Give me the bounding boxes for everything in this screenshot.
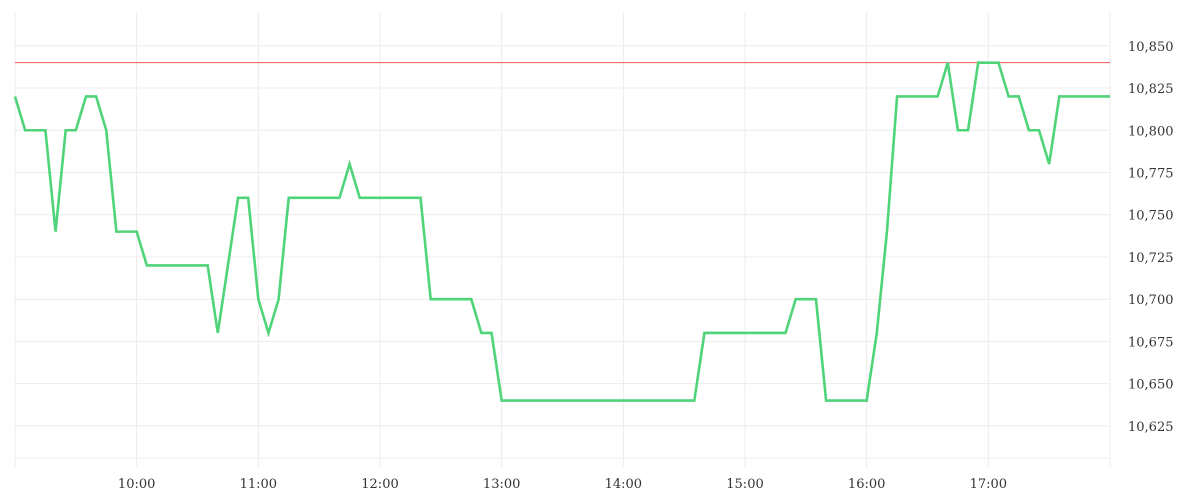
y-tick-label: 10,850 bbox=[1128, 40, 1174, 55]
vertical-gridlines bbox=[14, 12, 1111, 467]
y-tick-label: 10,725 bbox=[1128, 251, 1174, 266]
y-tick-label: 10,700 bbox=[1128, 293, 1174, 308]
y-tick-label: 10,750 bbox=[1128, 209, 1174, 224]
y-tick-label: 10,675 bbox=[1128, 335, 1174, 350]
y-axis-ticks: 10,625 10,650 10,675 10,700 10,725 10,750 10,7… bbox=[1128, 40, 1174, 435]
y-tick-label: 10,650 bbox=[1128, 378, 1174, 393]
x-axis-ticks: 10:00 11:00 12:00 13:00 14:00 15:00 16:00 17:00 bbox=[118, 477, 1007, 492]
x-tick-label: 16:00 bbox=[848, 477, 885, 492]
x-tick-label: 13:00 bbox=[483, 477, 520, 492]
y-tick-label: 10,825 bbox=[1128, 82, 1174, 97]
y-tick-label: 10,775 bbox=[1128, 166, 1174, 181]
price-series-line bbox=[13, 61, 1110, 402]
x-tick-label: 15:00 bbox=[726, 477, 763, 492]
x-tick-label: 17:00 bbox=[970, 477, 1007, 492]
x-tick-label: 11:00 bbox=[240, 477, 277, 492]
y-tick-label: 10,625 bbox=[1128, 420, 1174, 435]
horizontal-gridlines bbox=[15, 45, 1110, 459]
x-tick-label: 10:00 bbox=[118, 477, 155, 492]
y-tick-label: 10,800 bbox=[1128, 124, 1174, 139]
x-tick-label: 14:00 bbox=[605, 477, 642, 492]
x-tick-label: 12:00 bbox=[361, 477, 398, 492]
